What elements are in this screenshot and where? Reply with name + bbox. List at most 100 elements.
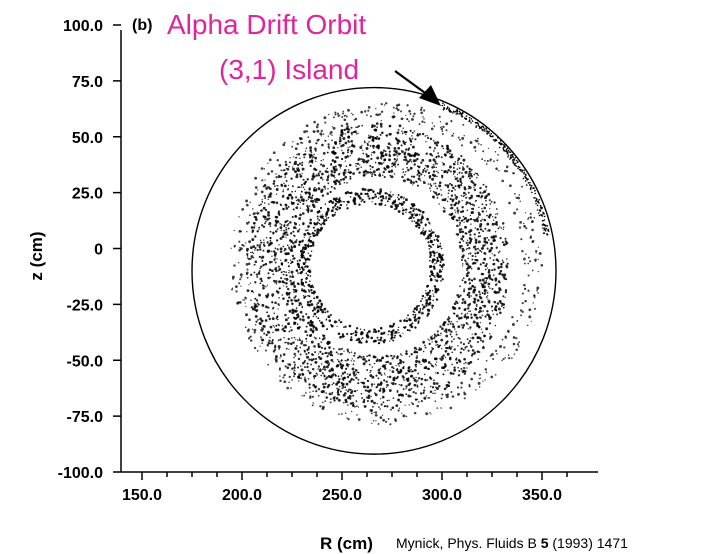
orbit-point bbox=[474, 262, 477, 265]
orbit-point bbox=[277, 210, 281, 213]
orbit-point bbox=[452, 132, 455, 135]
orbit-point bbox=[296, 262, 300, 266]
orbit-point bbox=[417, 372, 420, 375]
orbit-point bbox=[302, 268, 305, 271]
orbit-point bbox=[408, 160, 411, 163]
orbit-point bbox=[426, 308, 429, 311]
orbit-point bbox=[317, 182, 320, 185]
orbit-point bbox=[241, 243, 244, 247]
orbit-point bbox=[320, 341, 323, 344]
orbit-point bbox=[410, 203, 414, 206]
orbit-point bbox=[487, 147, 490, 150]
orbit-point bbox=[302, 198, 305, 201]
orbit-point bbox=[315, 307, 318, 309]
island-point bbox=[506, 148, 508, 150]
orbit-point bbox=[311, 177, 314, 181]
island-point bbox=[492, 139, 495, 141]
orbit-point bbox=[529, 260, 532, 263]
island-point bbox=[478, 125, 481, 128]
orbit-point bbox=[290, 262, 292, 265]
orbit-point bbox=[275, 193, 278, 195]
orbit-point bbox=[397, 103, 401, 107]
orbit-point bbox=[334, 177, 336, 179]
orbit-point bbox=[478, 316, 482, 319]
orbit-point bbox=[418, 123, 421, 126]
orbit-point bbox=[322, 334, 325, 337]
orbit-point bbox=[288, 296, 291, 299]
orbit-point bbox=[283, 373, 286, 377]
orbit-point bbox=[313, 187, 315, 190]
orbit-point bbox=[472, 289, 476, 292]
orbit-point bbox=[425, 152, 428, 155]
orbit-point bbox=[485, 277, 488, 280]
orbit-point bbox=[499, 282, 501, 284]
orbit-point bbox=[349, 146, 351, 148]
orbit-point bbox=[267, 213, 271, 217]
orbit-point bbox=[472, 181, 475, 185]
orbit-point bbox=[323, 185, 326, 189]
orbit-point bbox=[448, 149, 452, 153]
orbit-point bbox=[450, 335, 453, 338]
orbit-point bbox=[415, 306, 419, 309]
orbit-point bbox=[419, 309, 422, 312]
orbit-point bbox=[313, 385, 317, 388]
orbit-point bbox=[319, 405, 322, 408]
orbit-point bbox=[482, 150, 485, 153]
orbit-point bbox=[250, 251, 252, 254]
orbit-point bbox=[531, 240, 534, 243]
orbit-point bbox=[348, 128, 351, 131]
orbit-point bbox=[529, 212, 532, 215]
orbit-point bbox=[282, 273, 285, 276]
orbit-point bbox=[394, 161, 397, 163]
orbit-point bbox=[468, 385, 471, 388]
orbit-point bbox=[290, 270, 294, 274]
island-point bbox=[515, 165, 517, 167]
orbit-point bbox=[325, 217, 328, 219]
orbit-point bbox=[298, 228, 301, 231]
orbit-point bbox=[450, 390, 453, 394]
orbit-point bbox=[265, 333, 268, 337]
orbit-point bbox=[436, 340, 438, 343]
orbit-point bbox=[359, 146, 363, 149]
orbit-point bbox=[373, 356, 376, 359]
orbit-point bbox=[444, 184, 447, 187]
orbit-point bbox=[315, 125, 319, 129]
orbit-point bbox=[312, 188, 316, 192]
orbit-point bbox=[266, 311, 269, 314]
orbit-point bbox=[492, 216, 494, 218]
orbit-point bbox=[457, 163, 459, 165]
orbit-point bbox=[483, 251, 486, 255]
orbit-point bbox=[412, 159, 416, 162]
orbit-point bbox=[428, 221, 430, 224]
orbit-point bbox=[432, 305, 435, 307]
orbit-point bbox=[331, 391, 334, 394]
orbit-point bbox=[470, 211, 473, 215]
orbit-point bbox=[346, 151, 349, 154]
island-point bbox=[523, 173, 525, 175]
orbit-point bbox=[350, 152, 353, 155]
orbit-point bbox=[455, 201, 458, 205]
orbit-point bbox=[349, 175, 352, 178]
island-point bbox=[468, 119, 471, 121]
orbit-point bbox=[286, 386, 290, 390]
island-point bbox=[442, 102, 444, 104]
orbit-point bbox=[351, 144, 354, 148]
orbit-point bbox=[484, 379, 486, 381]
orbit-point bbox=[324, 311, 327, 314]
orbit-point bbox=[394, 382, 397, 385]
orbit-point bbox=[429, 190, 432, 192]
orbit-point bbox=[423, 118, 425, 120]
orbit-point bbox=[446, 200, 449, 202]
orbit-point bbox=[341, 352, 343, 355]
orbit-point bbox=[391, 162, 394, 165]
orbit-point bbox=[280, 169, 283, 172]
orbit-point bbox=[447, 369, 449, 371]
orbit-point bbox=[324, 203, 327, 205]
orbit-point bbox=[287, 261, 290, 264]
orbit-point bbox=[428, 342, 431, 346]
orbit-point bbox=[337, 332, 341, 336]
orbit-point bbox=[494, 291, 498, 295]
orbit-point bbox=[364, 192, 367, 195]
orbit-point bbox=[425, 303, 427, 305]
orbit-point bbox=[467, 191, 470, 194]
